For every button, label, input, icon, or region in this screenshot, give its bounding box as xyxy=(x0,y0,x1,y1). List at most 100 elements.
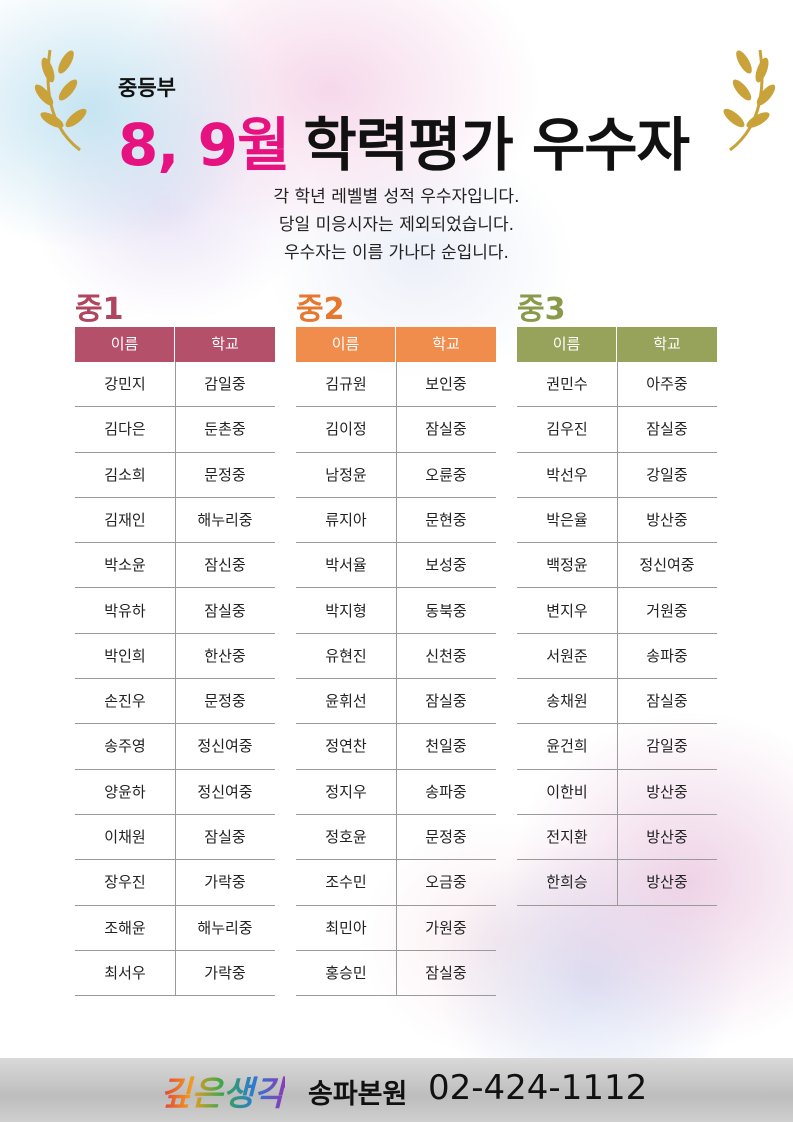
table-cell: 신천중 xyxy=(396,634,496,680)
table-cell: 윤휘선 xyxy=(296,679,396,725)
column-header: 학교 xyxy=(175,327,275,362)
table-cell: 오륜중 xyxy=(396,453,496,498)
phone: 02-424-1112 xyxy=(428,1068,648,1108)
column-divider xyxy=(396,362,397,997)
table-cell: 박소윤 xyxy=(75,543,175,589)
table-cell: 최민아 xyxy=(296,906,396,951)
table-cell: 문정중 xyxy=(175,679,275,725)
column-header: 이름 xyxy=(296,327,395,362)
table-cell: 변지우 xyxy=(517,589,617,634)
table-cell: 거원중 xyxy=(617,589,717,634)
table-cell: 방산중 xyxy=(617,815,717,861)
table-cell: 한희승 xyxy=(517,860,617,906)
title: 8, 9월 학력평가 우수자 xyxy=(118,98,690,182)
table-cell: 장우진 xyxy=(75,860,175,906)
table-cell: 보성중 xyxy=(396,543,496,589)
table-cell: 잠실중 xyxy=(175,815,275,861)
table-cell: 잠실중 xyxy=(396,951,496,997)
group-title: 중2 xyxy=(296,292,345,327)
title-highlight: 8, 9월 xyxy=(118,111,290,179)
table-cell: 정신여중 xyxy=(175,724,275,770)
table-cell: 정신여중 xyxy=(617,543,717,589)
table-cell: 천일중 xyxy=(396,724,496,770)
table-cell: 김재인 xyxy=(75,498,175,544)
table-cell: 전지환 xyxy=(517,815,617,861)
table-cell: 이채원 xyxy=(75,815,175,861)
table-cell: 해누리중 xyxy=(175,906,275,951)
table-cell: 동북중 xyxy=(396,589,496,634)
table-cell: 조해윤 xyxy=(75,906,175,951)
table-cell: 박은율 xyxy=(517,498,617,544)
table-cell: 박서율 xyxy=(296,543,396,589)
table-cell: 가원중 xyxy=(396,906,496,951)
table-cell: 박유하 xyxy=(75,589,175,634)
table-cell: 송채원 xyxy=(517,679,617,725)
intro-line: 우수자는 이름 가나다 순입니다. xyxy=(284,243,509,263)
table-cell: 송주영 xyxy=(75,724,175,770)
table-cell: 한산중 xyxy=(175,634,275,680)
group-title: 중1 xyxy=(75,292,124,327)
table-cell: 송파중 xyxy=(617,634,717,680)
table-cell: 잠실중 xyxy=(617,679,717,725)
footer xyxy=(0,1058,793,1122)
table-cell: 강일중 xyxy=(617,453,717,498)
table-cell: 잠실중 xyxy=(396,407,496,453)
column-header: 이름 xyxy=(517,327,616,362)
column-header: 이름 xyxy=(75,327,174,362)
intro-line: 당일 미응시자는 제외되었습니다. xyxy=(278,215,515,235)
table-cell: 최서우 xyxy=(75,951,175,997)
table-cell: 손진우 xyxy=(75,679,175,725)
table-cell: 잠실중 xyxy=(617,407,717,453)
table-cell: 양윤하 xyxy=(75,770,175,815)
table-cell: 김다은 xyxy=(75,407,175,453)
table-cell: 보인중 xyxy=(396,362,496,408)
laurel-left xyxy=(34,49,87,152)
table-cell: 해누리중 xyxy=(175,498,275,544)
column-header: 학교 xyxy=(396,327,496,362)
table-cell: 감일중 xyxy=(617,724,717,770)
table-cell: 정지우 xyxy=(296,770,396,815)
table-cell: 정연찬 xyxy=(296,724,396,770)
table-cell: 방산중 xyxy=(617,860,717,906)
table-cell: 아주중 xyxy=(617,362,717,408)
table-cell: 박선우 xyxy=(517,453,617,498)
table-cell: 홍승민 xyxy=(296,951,396,997)
table-cell: 이한비 xyxy=(517,770,617,815)
table-cell: 박지형 xyxy=(296,589,396,634)
brand: 깊은생각 xyxy=(160,1066,285,1115)
table-cell: 김소희 xyxy=(75,453,175,498)
column-header: 학교 xyxy=(617,327,717,362)
laurel-right xyxy=(723,49,776,152)
table-cell: 잠실중 xyxy=(396,679,496,725)
table-cell: 정신여중 xyxy=(175,770,275,815)
table-cell: 김우진 xyxy=(517,407,617,453)
table-cell: 잠실중 xyxy=(175,589,275,634)
table-cell: 오금중 xyxy=(396,860,496,906)
table-cell: 송파중 xyxy=(396,770,496,815)
table-cell: 방산중 xyxy=(617,498,717,544)
table-cell: 방산중 xyxy=(617,770,717,815)
table-cell: 권민수 xyxy=(517,362,617,408)
table-cell: 박인희 xyxy=(75,634,175,680)
table-cell: 남정윤 xyxy=(296,453,396,498)
group-title: 중3 xyxy=(517,292,566,327)
title-text: 학력평가 우수자 xyxy=(303,111,690,179)
table-cell: 김이정 xyxy=(296,407,396,453)
intro-line: 각 학년 레벨별 성적 우수자입니다. xyxy=(273,187,520,207)
table-cell: 문정중 xyxy=(396,815,496,861)
column-divider xyxy=(175,362,176,997)
section-label: 중등부 xyxy=(118,76,176,100)
table-cell: 감일중 xyxy=(175,362,275,408)
branch: 송파본원 xyxy=(308,1079,408,1110)
table-cell: 류지아 xyxy=(296,498,396,544)
table-cell: 둔촌중 xyxy=(175,407,275,453)
table-cell: 가락중 xyxy=(175,951,275,997)
table-cell: 조수민 xyxy=(296,860,396,906)
table-cell: 정호윤 xyxy=(296,815,396,861)
table-cell: 문정중 xyxy=(175,453,275,498)
table-cell: 문현중 xyxy=(396,498,496,544)
table-cell: 서원준 xyxy=(517,634,617,680)
column-divider xyxy=(617,362,618,906)
table-cell: 유현진 xyxy=(296,634,396,680)
